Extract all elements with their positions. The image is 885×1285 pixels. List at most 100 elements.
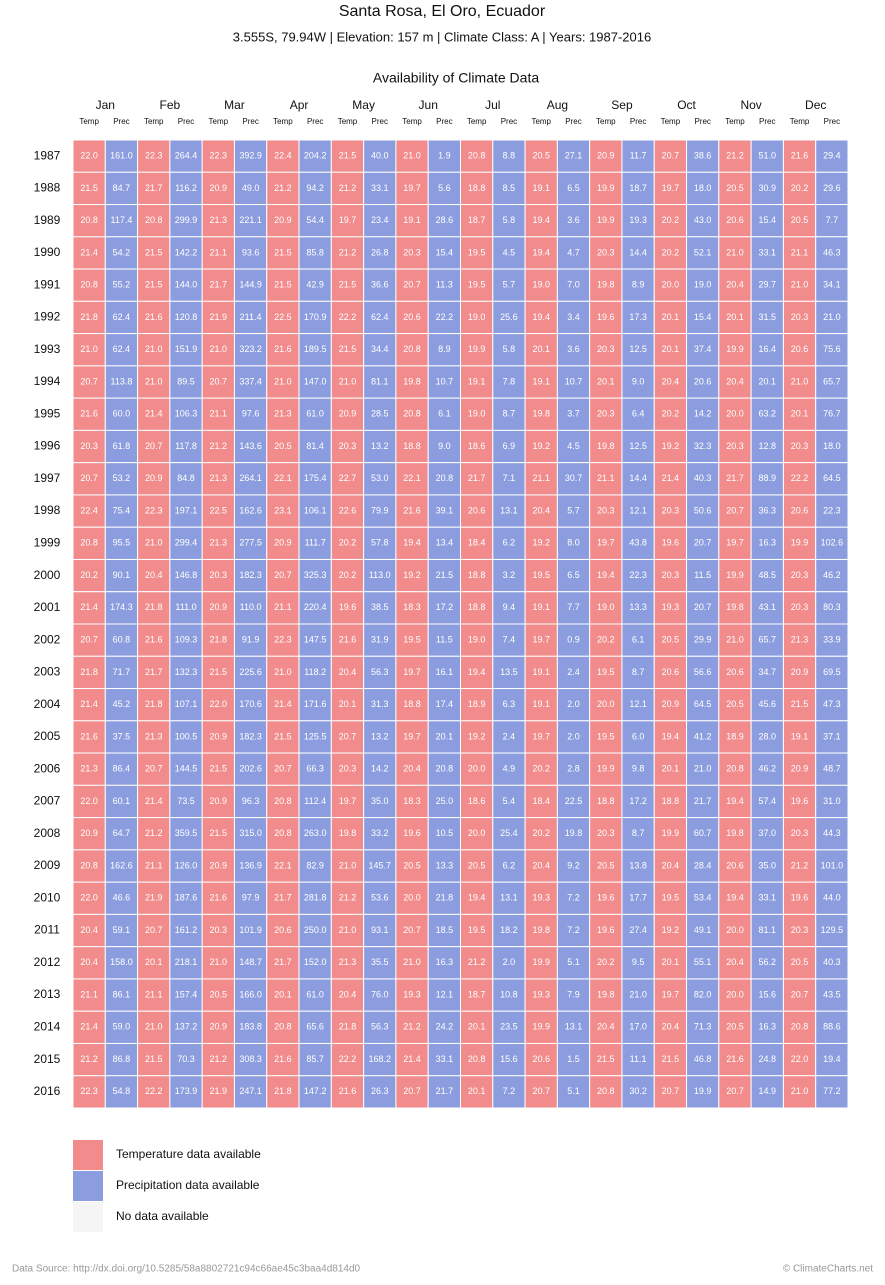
cell-value: 20.4	[726, 280, 744, 290]
cell	[363, 946, 397, 980]
cell	[298, 784, 332, 819]
year-label: 2002	[34, 632, 61, 646]
cell	[460, 720, 494, 754]
cell-value: 19.6	[597, 925, 615, 935]
cell-value: 20.1	[468, 1022, 486, 1032]
cell-value: 21.0	[274, 376, 292, 386]
cell-value: 20.3	[339, 764, 357, 774]
cell-value: 19.5	[597, 667, 615, 677]
cell-value: 35.0	[759, 860, 777, 870]
cell-value: 20.9	[791, 764, 809, 774]
cell	[169, 946, 203, 980]
cell	[298, 623, 332, 657]
cell-value: 144.9	[239, 280, 262, 290]
cell	[460, 365, 494, 399]
cell-value: 3.2	[503, 570, 516, 580]
year-label: 1996	[34, 439, 61, 453]
cell-value: 20.3	[791, 312, 809, 322]
cell	[750, 526, 784, 560]
cell-value: 170.6	[239, 699, 262, 709]
cell-value: 57.8	[371, 538, 389, 548]
cell	[621, 494, 655, 528]
cell-value: 42.9	[306, 280, 324, 290]
cell	[233, 268, 268, 302]
cell-value: 21.8	[339, 1022, 357, 1032]
cell-value: 21.1	[80, 989, 98, 999]
cell-value: 19.9	[662, 828, 680, 838]
cell-value: 20.9	[662, 699, 680, 709]
cell-value: 62.4	[113, 312, 131, 322]
cell-value: 21.4	[274, 699, 292, 709]
cell-value: 20.9	[80, 828, 98, 838]
cell	[427, 752, 462, 786]
cell-value: 162.6	[110, 860, 133, 870]
cell-value: 106.3	[175, 409, 198, 419]
cell-value: 162.6	[239, 505, 262, 515]
cell-value: 22.2	[339, 312, 357, 322]
cell-value: 17.3	[629, 312, 647, 322]
cell-value: 18.7	[629, 183, 647, 193]
cell-value: 21.5	[80, 183, 98, 193]
cell	[72, 720, 106, 754]
cell-value: 18.0	[823, 441, 841, 451]
cell-value: 19.3	[532, 989, 550, 999]
sub-header: Prec	[178, 117, 194, 126]
cell	[653, 236, 688, 270]
cell-value: 21.4	[145, 796, 163, 806]
cell-value: 132.3	[175, 667, 198, 677]
cell	[169, 333, 203, 367]
cell-value: 20.9	[145, 473, 163, 483]
cell	[137, 333, 171, 367]
cell-value: 38.5	[371, 602, 389, 612]
cell	[72, 1010, 106, 1044]
cell-value: 19.2	[662, 441, 680, 451]
cell-value: 21.6	[80, 731, 98, 741]
cell	[169, 397, 203, 431]
cell-value: 6.5	[567, 183, 580, 193]
cell-value: 20.4	[532, 505, 550, 515]
subtitle: 3.555S, 79.94W | Elevation: 157 m | Clim…	[233, 29, 651, 44]
sub-header: Prec	[436, 117, 452, 126]
cell	[201, 333, 235, 367]
cell-value: 11.7	[630, 151, 647, 161]
cell-value: 20.6	[468, 505, 486, 515]
cell-value: 29.4	[823, 151, 841, 161]
cell	[686, 1075, 720, 1109]
cell	[621, 946, 655, 980]
cell-value: 19.5	[403, 635, 421, 645]
cell-value: 19.8	[339, 828, 357, 838]
cell-value: 32.3	[694, 441, 712, 451]
cell-value: 20.6	[726, 860, 744, 870]
cell	[363, 688, 397, 722]
cell	[815, 655, 849, 690]
cell	[330, 688, 365, 722]
cell	[233, 1075, 268, 1109]
cell	[750, 397, 784, 431]
cell-value: 75.4	[113, 505, 131, 515]
cell	[815, 236, 849, 270]
cell-value: 392.9	[239, 151, 262, 161]
cell-value: 18.8	[403, 441, 421, 451]
cell-value: 79.9	[371, 505, 389, 515]
cell-value: 54.2	[113, 247, 131, 257]
cell	[718, 591, 752, 625]
cell	[427, 462, 462, 496]
year-label: 1993	[34, 342, 61, 356]
cell-value: 22.5	[210, 505, 228, 515]
cell-value: 101.9	[239, 925, 262, 935]
cell	[395, 1075, 429, 1109]
cell-value: 20.5	[210, 989, 228, 999]
cell-value: 9.0	[438, 441, 451, 451]
cell	[201, 429, 235, 464]
cell-value: 20.2	[791, 183, 809, 193]
cell	[589, 333, 623, 367]
cell-value: 9.2	[567, 860, 580, 870]
cell	[750, 1042, 784, 1077]
cell-value: 22.2	[339, 1054, 357, 1064]
cell	[395, 333, 429, 367]
cell-value: 85.8	[306, 247, 324, 257]
cell	[266, 1075, 300, 1109]
cell-value: 2.4	[567, 667, 580, 677]
cell-value: 20.0	[726, 925, 744, 935]
cell	[363, 1075, 397, 1109]
